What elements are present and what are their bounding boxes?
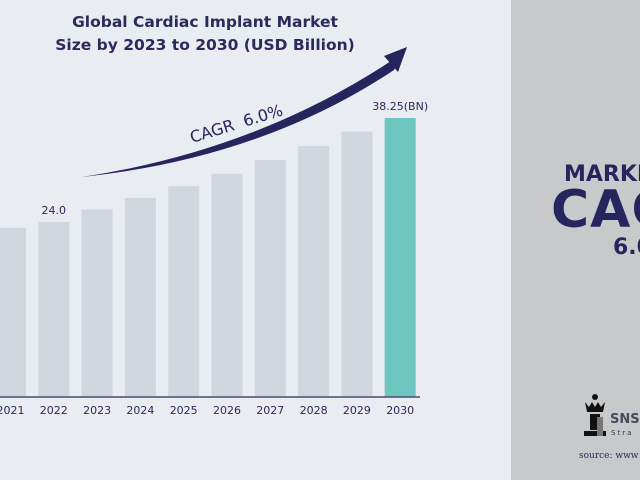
x-tick-label: 2023: [83, 404, 111, 417]
x-tick-label: 2030: [386, 404, 414, 417]
arrow-head-icon: [384, 47, 407, 72]
bar-2029: [341, 131, 373, 397]
bar-2021: [0, 227, 26, 397]
logo-subtext: Stra: [611, 429, 634, 437]
bar-2022: [38, 221, 70, 397]
x-tick-label: 2022: [40, 404, 68, 417]
bar-2028: [298, 146, 330, 397]
title-line-1: Global Cardiac Implant Market: [72, 13, 338, 31]
panel-market-label: MARKET: [564, 162, 640, 187]
bar-chart: 2021 2022 24.0 2023 2024 2025 2026 2027 2028 2029…: [0, 47, 428, 417]
bar-2030: [384, 118, 416, 397]
x-tick-label: 2027: [256, 404, 284, 417]
bar-2026: [211, 173, 243, 397]
bar-2024: [124, 197, 156, 397]
x-tick-label: 2026: [213, 404, 241, 417]
bar-2025: [168, 186, 200, 397]
title-line-2: Size by 2023 to 2030 (USD Billion): [55, 36, 355, 54]
x-tick-label: 2025: [170, 404, 198, 417]
logo-text: SNS: [610, 412, 640, 427]
panel-cagr-label: CAGR: [551, 180, 640, 240]
x-tick-label: 2029: [343, 404, 371, 417]
chart-title: Global Cardiac Implant Market Size by 20…: [0, 11, 410, 57]
x-tick-label: 2024: [126, 404, 154, 417]
bar-2027: [254, 159, 286, 397]
panel-cagr-value: 6.0%: [613, 235, 640, 260]
side-panel: MARKET CAGR 6.0% SNS Stra source: www: [511, 0, 640, 480]
x-tick-label: 2021: [0, 404, 25, 417]
data-label: 24.0: [42, 204, 67, 217]
data-label: 38.25(BN): [372, 100, 428, 113]
x-tick-label: 2028: [300, 404, 328, 417]
bar-2023: [81, 209, 113, 397]
chess-rook-logo-icon: [584, 394, 606, 436]
source-text: source: www: [579, 451, 639, 461]
